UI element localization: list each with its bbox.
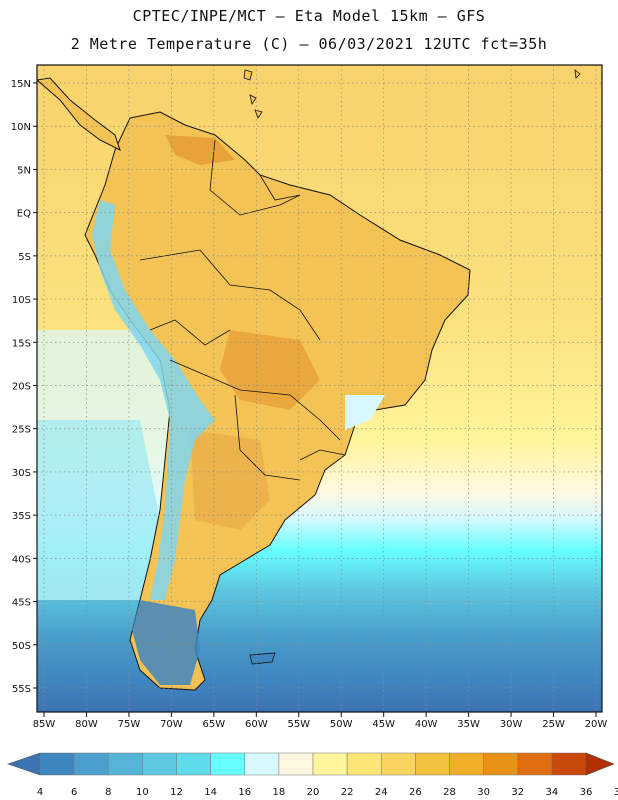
lat-label: 15N	[11, 79, 31, 90]
colorbar: 4 6 8 10 12 14 16 18 20 22 24 26 28 30 32 34 36 38	[7, 752, 618, 798]
lon-label: 85W	[33, 719, 56, 730]
colorbar-level-label: 32	[511, 787, 524, 798]
lon-label: 60W	[245, 719, 268, 730]
colorbar-level-label: 34	[546, 787, 559, 798]
colorbar-swatch	[312, 752, 348, 776]
lon-label: 55W	[287, 719, 310, 730]
country-borders	[139, 139, 346, 481]
colorbar-level-label: 30	[477, 787, 490, 798]
colorbar-swatch	[39, 752, 75, 776]
lat-label: 55S	[12, 684, 31, 695]
lat-label: 50S	[12, 641, 31, 652]
colorbar-swatch	[278, 752, 314, 776]
colorbar-swatch	[483, 752, 518, 776]
lat-label: 45S	[12, 598, 31, 609]
colorbar-level-label: 28	[443, 787, 456, 798]
colorbar-min-arrow	[7, 752, 41, 776]
lat-label: 25S	[12, 425, 31, 436]
se-brazil-cool-zone	[345, 395, 385, 430]
colorbar-level-label: 16	[238, 787, 251, 798]
colorbar-swatch	[415, 752, 450, 776]
lon-label: 50W	[330, 719, 353, 730]
lat-label: EQ	[17, 209, 31, 220]
lon-label: 40W	[415, 719, 438, 730]
colorbar-swatch	[73, 752, 109, 776]
map-title-line-2: 2 Metre Temperature (C) – 06/03/2021 12U…	[70, 35, 548, 53]
colorbar-swatch	[244, 752, 280, 776]
colorbar-swatch	[142, 752, 177, 776]
lon-label: 25W	[542, 719, 565, 730]
colorbar-labels: 4 6 8 10 12 14 16 18 20 22 24 26 28 30 32 34 36 38	[37, 787, 618, 798]
colorbar-swatch	[449, 752, 484, 776]
lat-label: 10N	[11, 122, 31, 133]
map-title-line-1: CPTEC/INPE/MCT – Eta Model 15km – GFS	[132, 7, 486, 25]
colorbar-swatch	[108, 752, 143, 776]
lon-label: 20W	[585, 719, 608, 730]
colorbar-level-label: 20	[307, 787, 320, 798]
colorbar-swatch	[210, 752, 245, 776]
hot-zone-venezuela	[165, 135, 235, 165]
colorbar-level-label: 38	[614, 787, 618, 798]
plot-frame	[36, 64, 603, 713]
colorbar-max-arrow	[585, 752, 615, 776]
lon-label: 30W	[500, 719, 523, 730]
colorbar-level-label: 22	[341, 787, 354, 798]
hot-zone-chaco	[220, 330, 320, 410]
colorbar-swatch	[551, 752, 587, 776]
temperature-map: 85W 80W 75W 70W 65W 60W 55W 50W 45W 40W 35W 30W 25W 2…	[11, 64, 608, 730]
lat-label: 5S	[18, 252, 31, 263]
colorbar-level-label: 18	[273, 787, 286, 798]
lon-label: 65W	[203, 719, 226, 730]
lon-label: 70W	[160, 719, 183, 730]
patagonia-cold-zone	[132, 600, 200, 685]
lat-label: 35S	[12, 511, 31, 522]
lat-label: 30S	[12, 468, 31, 479]
longitude-labels: 85W 80W 75W 70W 65W 60W 55W 50W 45W 40W 35W 30W 25W 2…	[33, 712, 608, 730]
colorbar-swatch	[381, 752, 416, 776]
colorbar-level-label: 12	[170, 787, 183, 798]
colorbar-swatches	[7, 752, 615, 776]
latitude-labels: 15N 10N 5N EQ 5S 10S 15S 20S 25S 30S 35S 40S 45S 50S 5…	[11, 79, 37, 695]
andes-cold-strip	[92, 200, 215, 600]
lat-label: 15S	[12, 338, 31, 349]
lon-label: 45W	[372, 719, 395, 730]
lon-label: 35W	[457, 719, 480, 730]
colorbar-level-label: 26	[409, 787, 422, 798]
lat-label: 5N	[17, 165, 31, 176]
colorbar-level-label: 24	[375, 787, 388, 798]
lon-label: 80W	[75, 719, 98, 730]
caribbean-islands	[243, 69, 581, 119]
colorbar-swatch	[517, 752, 553, 776]
lat-label: 40S	[12, 554, 31, 565]
colorbar-level-label: 8	[105, 787, 111, 798]
hot-zone-argentina	[190, 430, 270, 530]
colorbar-swatch	[346, 752, 382, 776]
colorbar-level-label: 36	[580, 787, 593, 798]
lat-label: 10S	[12, 295, 31, 306]
lon-label: 75W	[118, 719, 141, 730]
colorbar-level-label: 14	[204, 787, 217, 798]
central-america-land	[37, 77, 121, 151]
colorbar-level-label: 4	[37, 787, 43, 798]
pacific-cold-zone	[37, 420, 160, 600]
falkland-islands	[249, 652, 276, 665]
colorbar-swatch	[176, 752, 211, 776]
lat-label: 20S	[12, 382, 31, 393]
colorbar-level-label: 6	[71, 787, 77, 798]
colorbar-level-label: 10	[136, 787, 149, 798]
